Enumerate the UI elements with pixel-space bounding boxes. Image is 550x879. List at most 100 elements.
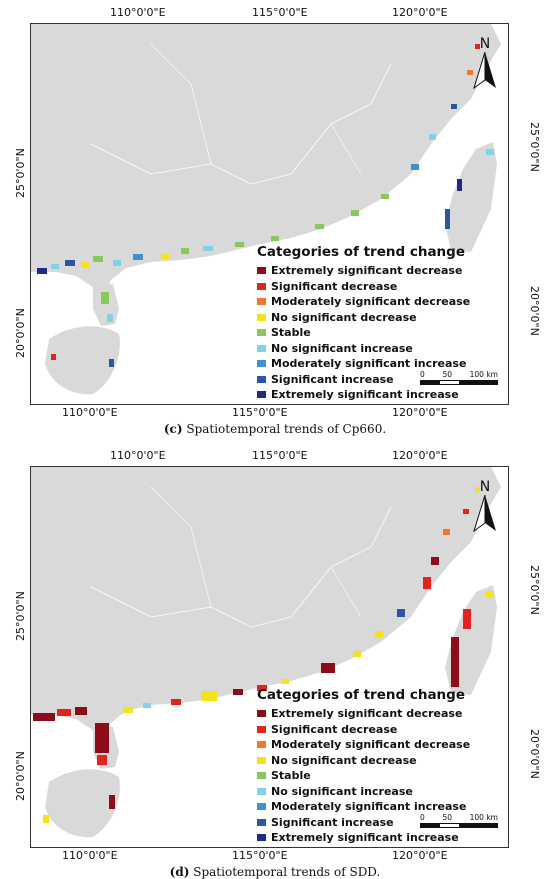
map-d-land	[31, 467, 501, 838]
legend-item: Moderately significant decrease	[257, 737, 497, 753]
legend-item: No significant increase	[257, 784, 497, 800]
legend-title: Categories of trend change	[257, 244, 465, 260]
caption-text: Spatiotemporal trends of SDD.	[193, 865, 381, 879]
lon-label-120-bottom: 120°0'0"E	[392, 406, 448, 419]
legend-item: Significant decrease	[257, 279, 497, 295]
legend-swatch	[257, 834, 266, 842]
lat-label-25-right: 25°0'0"N	[528, 565, 541, 615]
legend-label: No significant decrease	[271, 753, 417, 767]
legend-swatch	[257, 375, 266, 383]
scale-label-0: 0	[420, 370, 425, 379]
legend-swatch	[257, 772, 266, 780]
legend-label: Extremely significant increase	[271, 831, 459, 845]
legend-swatch	[257, 344, 266, 352]
lat-label-20-right: 20°0'0"N	[528, 729, 541, 779]
legend-label: Significant increase	[271, 815, 394, 829]
figure-caption-c: (c) Spatiotemporal trends of Cp660.	[0, 422, 550, 436]
legend-label: Extremely significant decrease	[271, 707, 463, 721]
legend-swatch	[257, 756, 266, 764]
legend-swatch	[257, 298, 266, 306]
legend-item: Extremely significant decrease	[257, 706, 497, 722]
map-panel-c: 110°0'0"E 115°0'0"E 120°0'0"E 25°0'0"N 2…	[0, 0, 550, 436]
scale-bar: 0 50 100 km	[420, 370, 498, 392]
north-arrow-icon: N	[470, 36, 500, 92]
legend-item: Stable	[257, 768, 497, 784]
legend-swatch	[257, 329, 266, 337]
legend-item: No significant decrease	[257, 310, 497, 326]
lon-label-110: 110°0'0"E	[110, 6, 166, 19]
legend-c: Categories of trend change Extremely sig…	[257, 244, 497, 403]
legend-label: Extremely significant decrease	[271, 264, 463, 278]
legend-item: Significant increase	[257, 815, 497, 831]
map-panel-d: 110°0'0"E 115°0'0"E 120°0'0"E 25°0'0"N 2…	[0, 443, 550, 879]
legend-swatch	[257, 710, 266, 718]
scale-label-100: 100 km	[469, 813, 498, 822]
scale-label-100: 100 km	[469, 370, 498, 379]
lon-label-115-bottom: 115°0'0"E	[232, 849, 288, 862]
scale-label-50: 50	[442, 370, 452, 379]
legend-item: Moderately significant increase	[257, 799, 497, 815]
legend-d: Categories of trend change Extremely sig…	[257, 687, 497, 846]
caption-letter: (c)	[163, 422, 183, 436]
legend-label: Significant decrease	[271, 722, 398, 736]
scale-label-0: 0	[420, 813, 425, 822]
legend-item: No significant increase	[257, 341, 497, 357]
legend-label: Moderately significant decrease	[271, 295, 471, 309]
lon-label-120-bottom: 120°0'0"E	[392, 849, 448, 862]
map-frame-d: Categories of trend change Extremely sig…	[30, 466, 509, 848]
legend-item: No significant decrease	[257, 753, 497, 769]
north-arrow-icon: N	[470, 479, 500, 535]
legend-label: Stable	[271, 769, 311, 783]
lon-label-120: 120°0'0"E	[392, 6, 448, 19]
legend-label: Significant increase	[271, 372, 394, 386]
lat-label-25-left: 25°0'0"N	[14, 591, 27, 641]
legend-label: Stable	[271, 326, 311, 340]
lon-label-115: 115°0'0"E	[252, 449, 308, 462]
lon-label-110-bottom: 110°0'0"E	[62, 849, 118, 862]
legend-swatch	[257, 313, 266, 321]
caption-letter: (d)	[169, 865, 190, 879]
legend-swatch	[257, 360, 266, 368]
legend-label: Moderately significant increase	[271, 800, 467, 814]
legend-item: Moderately significant decrease	[257, 294, 497, 310]
legend-label: Extremely significant increase	[271, 388, 459, 402]
map-frame-c: Categories of trend change Extremely sig…	[30, 23, 509, 405]
lat-label-20-left: 20°0'0"N	[14, 751, 27, 801]
caption-text: Spatiotemporal trends of Cp660.	[186, 422, 387, 436]
legend-item: Extremely significant decrease	[257, 263, 497, 279]
legend-item: Moderately significant increase	[257, 356, 497, 372]
lon-label-115: 115°0'0"E	[252, 6, 308, 19]
legend-swatch	[257, 787, 266, 795]
lat-label-25-left: 25°0'0"N	[14, 148, 27, 198]
lon-label-110-bottom: 110°0'0"E	[62, 406, 118, 419]
legend-swatch	[257, 267, 266, 275]
legend-item: Stable	[257, 325, 497, 341]
scale-bar: 0 50 100 km	[420, 813, 498, 835]
legend-label: No significant increase	[271, 784, 413, 798]
legend-title: Categories of trend change	[257, 687, 465, 703]
legend-label: Significant decrease	[271, 279, 398, 293]
legend-swatch	[257, 818, 266, 826]
lat-label-25-right: 25°0'0"N	[528, 122, 541, 172]
legend-swatch	[257, 741, 266, 749]
north-label: N	[479, 479, 491, 495]
legend-label: Moderately significant decrease	[271, 738, 471, 752]
legend-item: Extremely significant increase	[257, 387, 497, 403]
lat-label-20-left: 20°0'0"N	[14, 308, 27, 358]
north-label: N	[479, 36, 491, 52]
scale-label-50: 50	[442, 813, 452, 822]
lon-label-120: 120°0'0"E	[392, 449, 448, 462]
legend-swatch	[257, 391, 266, 399]
legend-item: Significant increase	[257, 372, 497, 388]
legend-label: No significant increase	[271, 341, 413, 355]
map-c-land	[31, 24, 501, 395]
legend-swatch	[257, 803, 266, 811]
lon-label-110: 110°0'0"E	[110, 449, 166, 462]
legend-item: Extremely significant increase	[257, 830, 497, 846]
legend-item: Significant decrease	[257, 722, 497, 738]
lon-label-115-bottom: 115°0'0"E	[232, 406, 288, 419]
legend-label: Moderately significant increase	[271, 357, 467, 371]
lat-label-20-right: 20°0'0"N	[528, 286, 541, 336]
legend-swatch	[257, 282, 266, 290]
figure-caption-d: (d) Spatiotemporal trends of SDD.	[0, 865, 550, 879]
